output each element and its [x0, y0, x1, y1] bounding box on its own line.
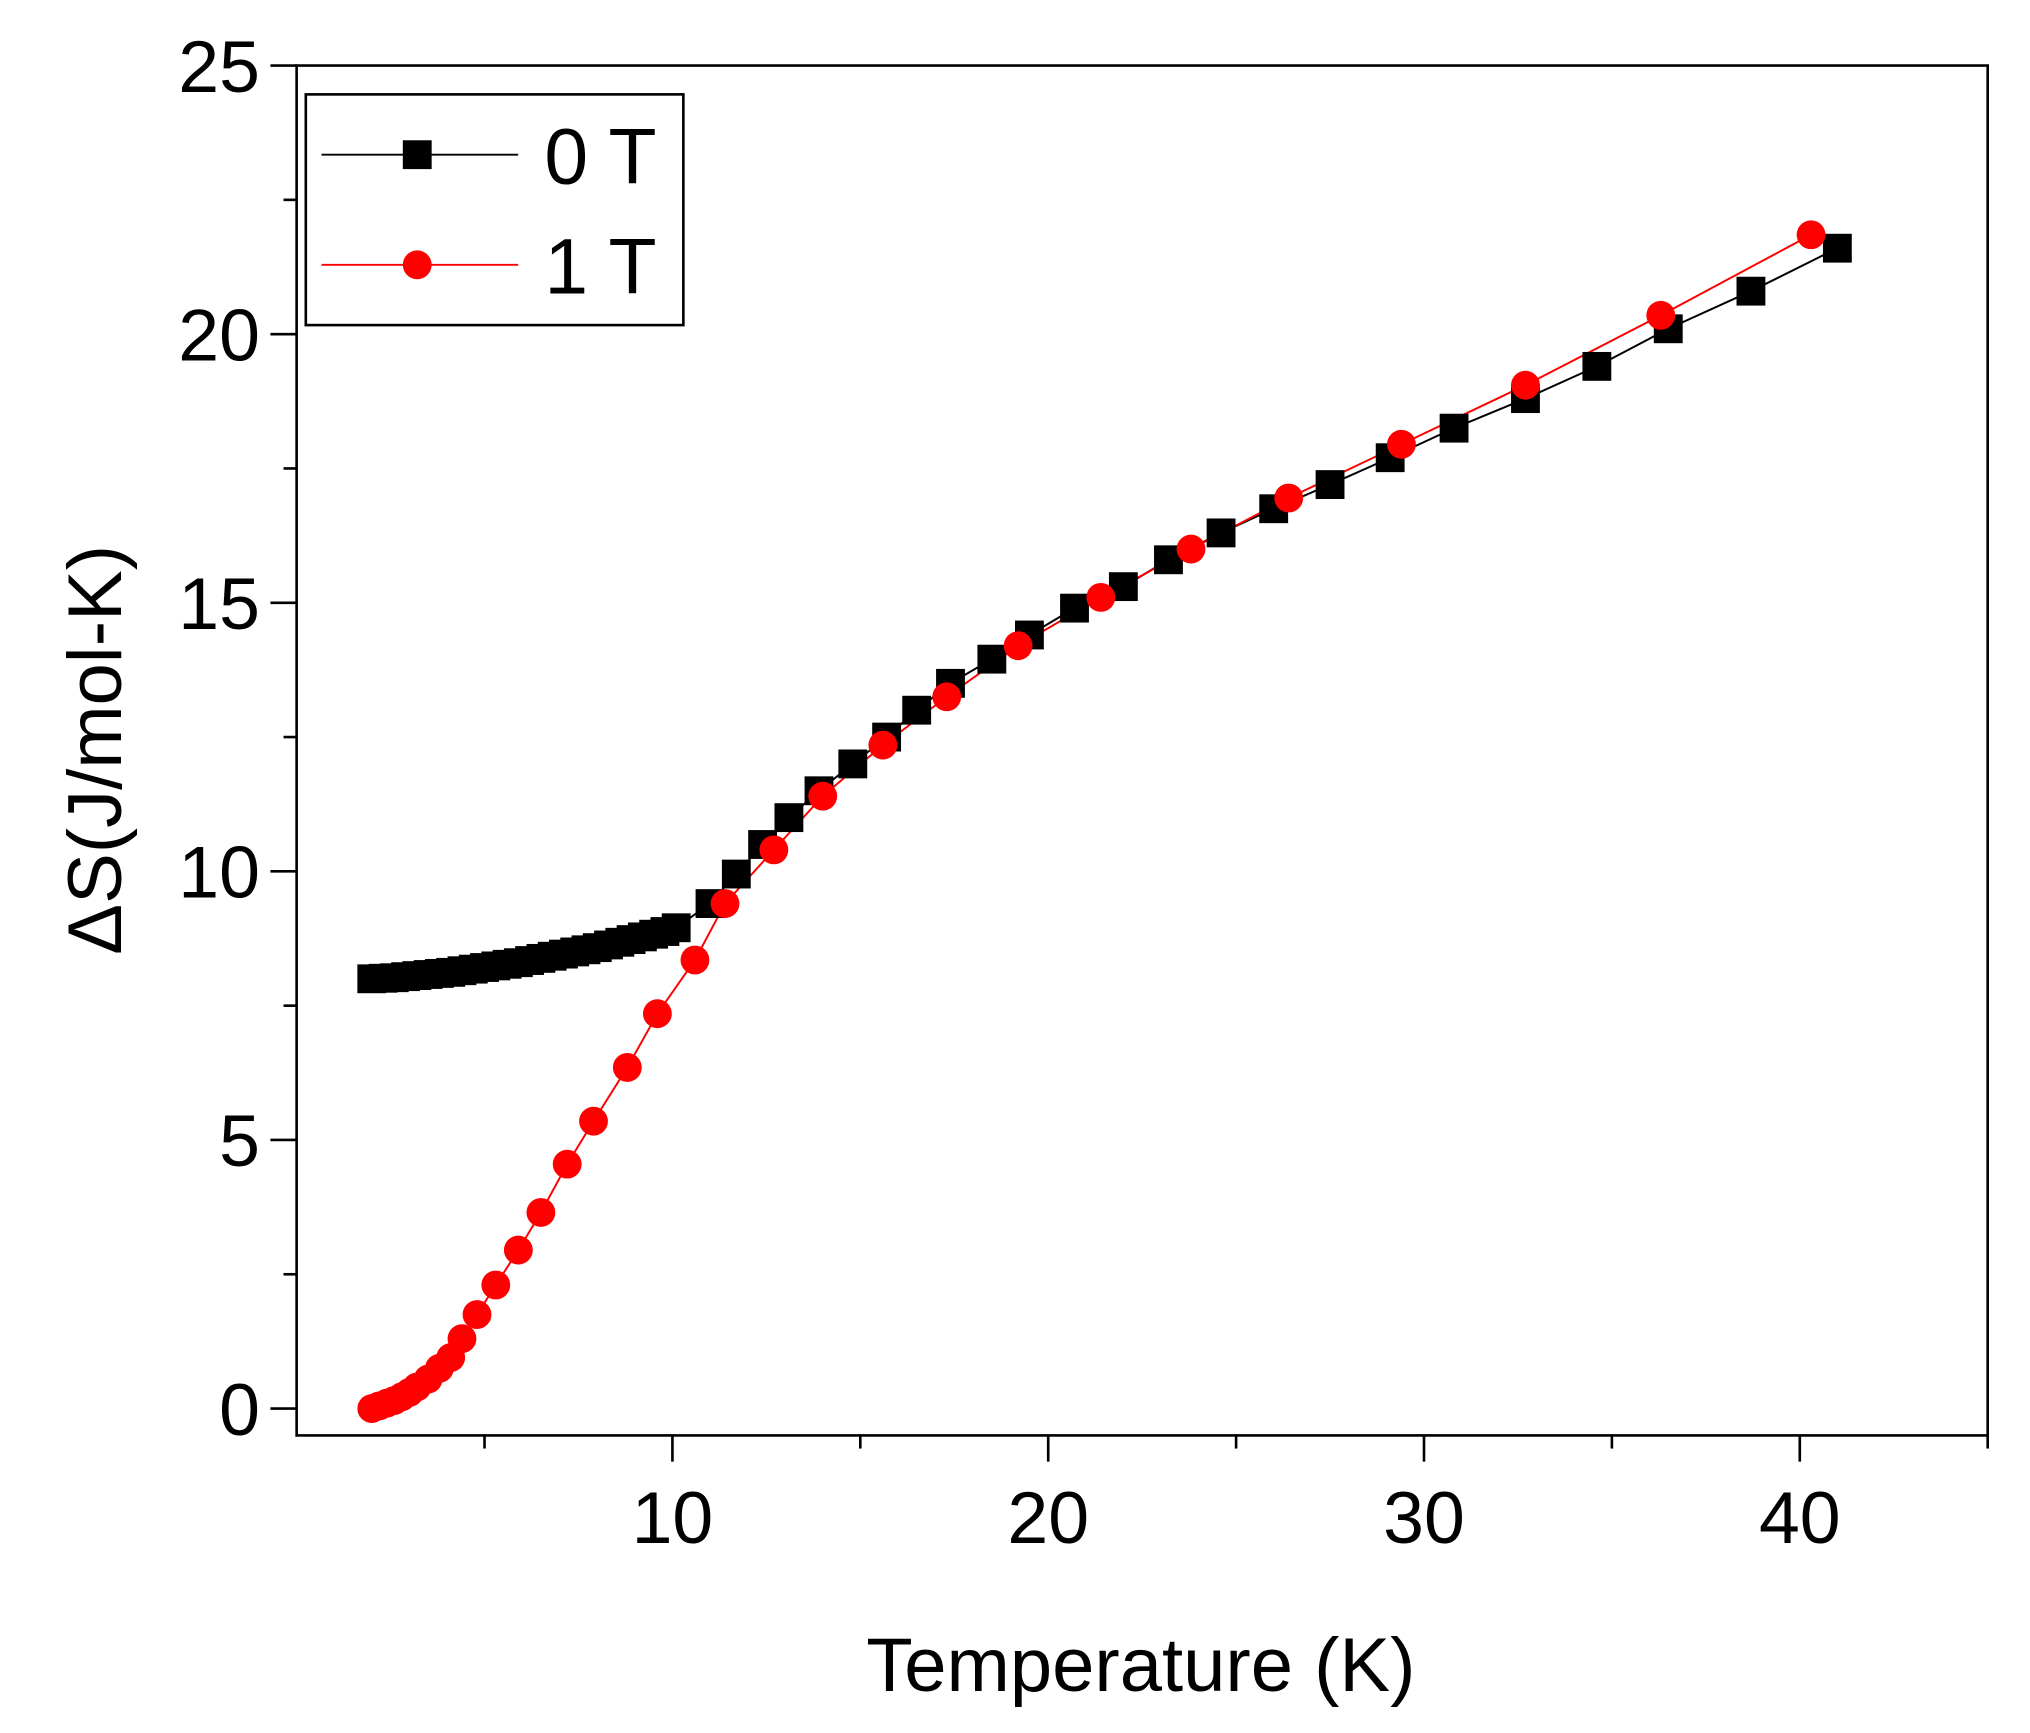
marker [721, 859, 751, 889]
y-tick-label: 5 [219, 1100, 260, 1182]
marker [1822, 233, 1852, 263]
x-tick-label: 10 [632, 1477, 714, 1559]
marker [579, 1106, 608, 1136]
marker [1315, 470, 1345, 499]
marker [612, 1053, 642, 1082]
marker [1003, 631, 1033, 661]
y-tick-label: 15 [178, 563, 260, 645]
y-tick-label: 0 [219, 1369, 260, 1451]
marker [1439, 413, 1469, 443]
marker [868, 730, 898, 760]
marker [1646, 300, 1676, 330]
marker [1387, 429, 1416, 459]
marker [932, 682, 962, 712]
x-tick-label: 40 [1759, 1477, 1841, 1559]
marker [774, 803, 804, 833]
marker [710, 889, 740, 919]
x-tick-label: 30 [1383, 1477, 1465, 1559]
y-tick-label: 25 [178, 26, 260, 108]
marker [1582, 351, 1612, 381]
marker [402, 250, 432, 280]
marker [447, 1324, 477, 1354]
marker [1060, 593, 1089, 623]
marker [481, 1270, 511, 1300]
legend-box [304, 93, 685, 327]
marker [402, 140, 432, 170]
marker [661, 913, 691, 943]
marker [1511, 370, 1540, 400]
marker [808, 781, 838, 811]
marker [1736, 276, 1766, 306]
marker [1206, 518, 1236, 548]
y-axis-label: ΔS(J/mol-K) [53, 545, 138, 955]
marker [902, 695, 932, 725]
y-tick-label: 10 [178, 832, 260, 914]
marker [1086, 582, 1116, 612]
marker [1274, 483, 1304, 513]
x-tick-label: 20 [1007, 1477, 1089, 1559]
marker [838, 749, 868, 779]
marker [503, 1235, 533, 1265]
plot-frame [295, 64, 1989, 1437]
y-tick-label: 20 [178, 294, 260, 376]
marker [526, 1198, 556, 1227]
marker [680, 945, 710, 975]
marker [977, 644, 1007, 674]
marker [1176, 534, 1206, 564]
series-line [371, 247, 1838, 980]
marker [759, 835, 789, 865]
marker [642, 999, 672, 1029]
marker [1796, 220, 1826, 250]
legend-label: 0 T [544, 113, 656, 201]
legend-label: 1 T [544, 223, 656, 311]
marker [552, 1149, 582, 1179]
series-line [371, 233, 1812, 1410]
x-axis-label: Temperature (K) [866, 1623, 1415, 1708]
marker [462, 1300, 492, 1329]
